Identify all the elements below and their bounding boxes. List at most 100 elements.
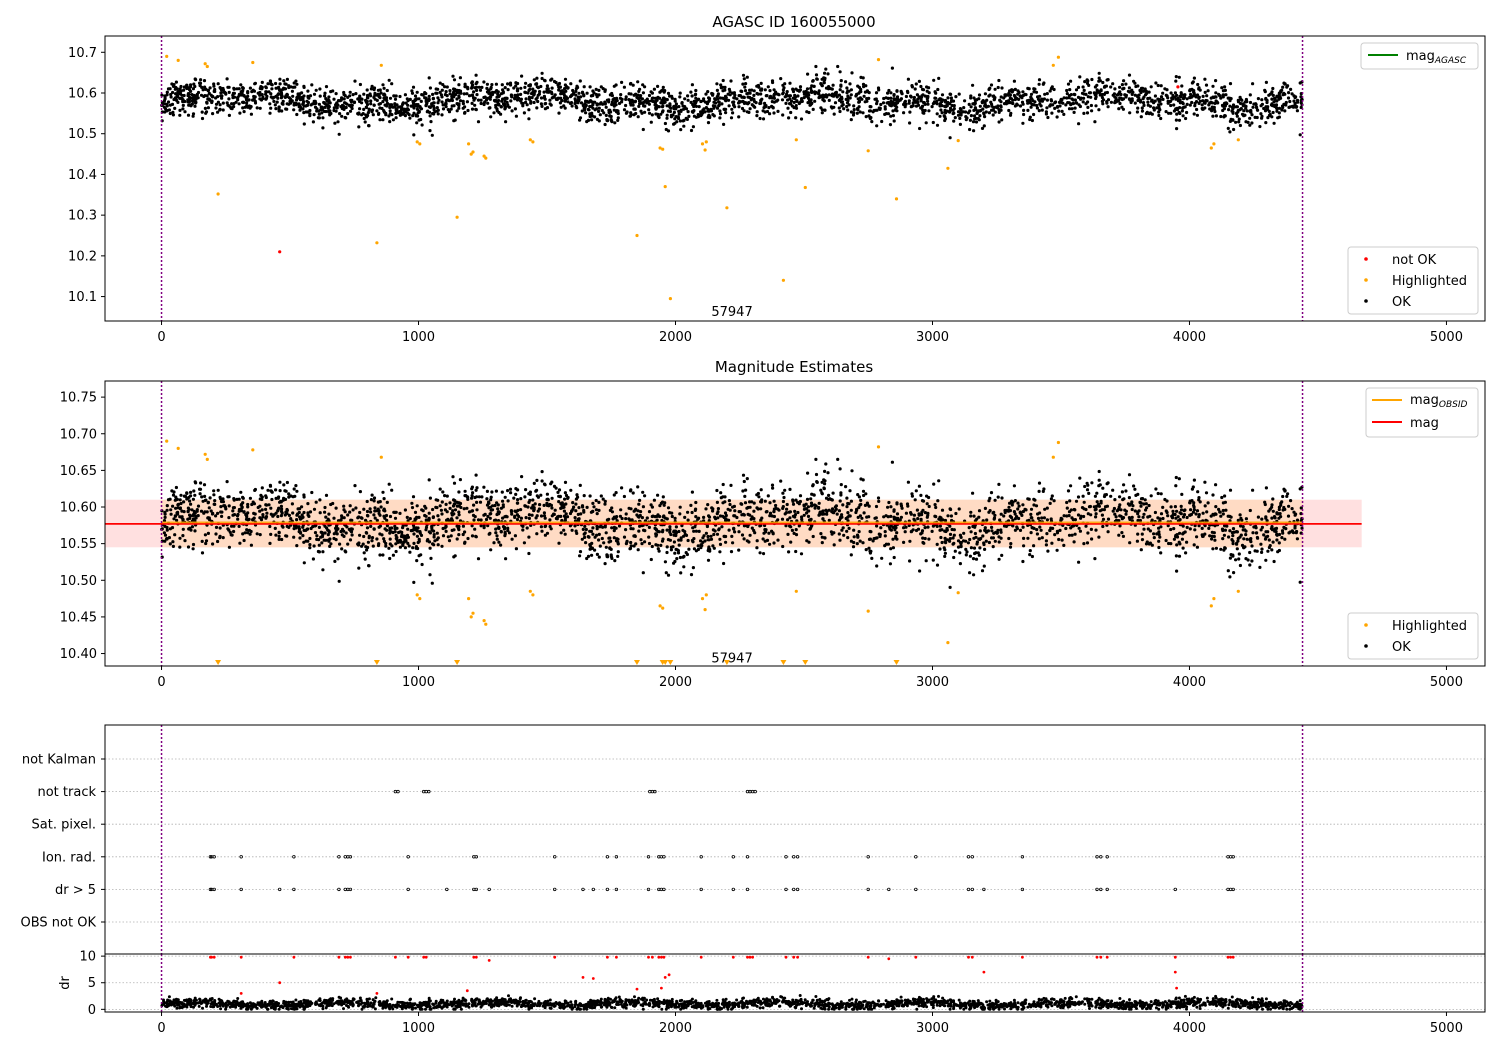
ok-point bbox=[245, 101, 249, 105]
highlighted-point bbox=[946, 166, 950, 170]
ok-point bbox=[475, 88, 479, 92]
ok-point bbox=[1292, 94, 1296, 98]
ok-point bbox=[867, 96, 871, 100]
ok-point bbox=[718, 109, 722, 113]
ok-point bbox=[893, 516, 898, 520]
ok-point bbox=[453, 93, 458, 97]
ok-point bbox=[218, 103, 222, 107]
ok-point bbox=[160, 93, 164, 97]
ok-point bbox=[748, 107, 752, 111]
ok-point bbox=[440, 500, 444, 504]
ok-point bbox=[492, 541, 496, 545]
ok-point bbox=[766, 494, 770, 498]
ok-point bbox=[346, 112, 350, 116]
ok-point bbox=[631, 99, 635, 103]
ok-point bbox=[969, 114, 974, 118]
ok-point bbox=[598, 102, 602, 106]
ok-point bbox=[367, 124, 371, 128]
ok-point bbox=[921, 508, 925, 512]
ok-point bbox=[806, 72, 810, 76]
ok-point bbox=[413, 517, 417, 521]
ok-point bbox=[1028, 549, 1032, 553]
ok-point bbox=[759, 81, 763, 85]
ok-point bbox=[913, 498, 917, 502]
ok-point bbox=[1243, 100, 1247, 104]
ok-point bbox=[470, 494, 474, 498]
ok-point bbox=[741, 82, 745, 86]
ok-point bbox=[452, 119, 456, 123]
ok-point bbox=[1241, 528, 1245, 532]
ok-point bbox=[1204, 83, 1209, 87]
ok-point bbox=[764, 104, 768, 108]
ok-point bbox=[281, 87, 285, 91]
ok-point bbox=[927, 537, 931, 541]
ok-point bbox=[732, 96, 736, 100]
ok-point bbox=[686, 538, 690, 543]
ok-point bbox=[301, 534, 305, 538]
ok-point bbox=[669, 106, 673, 110]
ok-point bbox=[470, 107, 475, 111]
ok-point bbox=[922, 100, 926, 105]
highlighted-point bbox=[216, 192, 220, 196]
ok-point bbox=[666, 91, 671, 95]
ok-point bbox=[528, 87, 532, 91]
ok-point bbox=[983, 92, 988, 96]
ok-point bbox=[210, 100, 214, 105]
ok-point bbox=[321, 126, 325, 130]
ok-point bbox=[625, 110, 629, 114]
ok-point bbox=[388, 109, 392, 113]
ok-point bbox=[298, 92, 302, 96]
ok-point bbox=[542, 96, 547, 100]
agasc-points-legend[interactable]: not OK Highlighted OK bbox=[1347, 246, 1479, 315]
ok-point bbox=[1142, 527, 1146, 531]
ok-point bbox=[562, 93, 567, 97]
ok-point bbox=[652, 87, 657, 91]
ok-point bbox=[365, 513, 370, 518]
ok-point bbox=[842, 107, 846, 111]
ok-point bbox=[849, 508, 853, 512]
ok-point bbox=[385, 528, 389, 532]
ok-point bbox=[277, 530, 281, 534]
ok-point bbox=[165, 504, 169, 508]
ok-point bbox=[382, 537, 386, 541]
ok-point bbox=[1097, 504, 1101, 508]
ok-point bbox=[1158, 108, 1162, 112]
ok-point bbox=[790, 528, 795, 533]
ok-point bbox=[175, 98, 179, 102]
ok-point bbox=[452, 104, 456, 108]
ok-point bbox=[715, 511, 719, 516]
ok-point bbox=[662, 101, 666, 105]
ok-point bbox=[227, 97, 231, 101]
ok-point bbox=[443, 85, 447, 89]
ok-point bbox=[948, 92, 952, 96]
ok-point bbox=[732, 103, 736, 107]
ok-point bbox=[1185, 102, 1189, 106]
ok-point bbox=[479, 518, 483, 522]
x-tick-label: 3000 bbox=[916, 330, 949, 345]
ok-point bbox=[809, 497, 813, 501]
ok-point bbox=[174, 80, 178, 84]
ok-point bbox=[482, 80, 486, 84]
ok-point bbox=[259, 493, 263, 497]
agasc-line-legend[interactable]: magAGASC bbox=[1360, 42, 1479, 70]
ok-point bbox=[783, 488, 787, 492]
ok-point bbox=[200, 495, 204, 499]
highlighted-point bbox=[661, 147, 665, 151]
ok-point bbox=[978, 104, 982, 108]
ok-point bbox=[241, 106, 245, 110]
ok-point bbox=[1095, 491, 1099, 495]
ok-point bbox=[1197, 95, 1201, 99]
agasc-legend-line-main: mag bbox=[1406, 49, 1435, 64]
ok-point bbox=[1228, 104, 1232, 108]
ok-point bbox=[484, 517, 489, 522]
ok-point bbox=[1188, 88, 1192, 92]
ok-point bbox=[1159, 102, 1163, 106]
ok-point bbox=[712, 100, 716, 104]
ok-point bbox=[1017, 516, 1021, 521]
ok-point bbox=[752, 93, 756, 97]
ok-point bbox=[1140, 109, 1145, 113]
ok-point bbox=[980, 569, 985, 573]
ok-point bbox=[1002, 102, 1007, 106]
ok-point bbox=[457, 533, 461, 537]
ok-point bbox=[1109, 85, 1113, 89]
